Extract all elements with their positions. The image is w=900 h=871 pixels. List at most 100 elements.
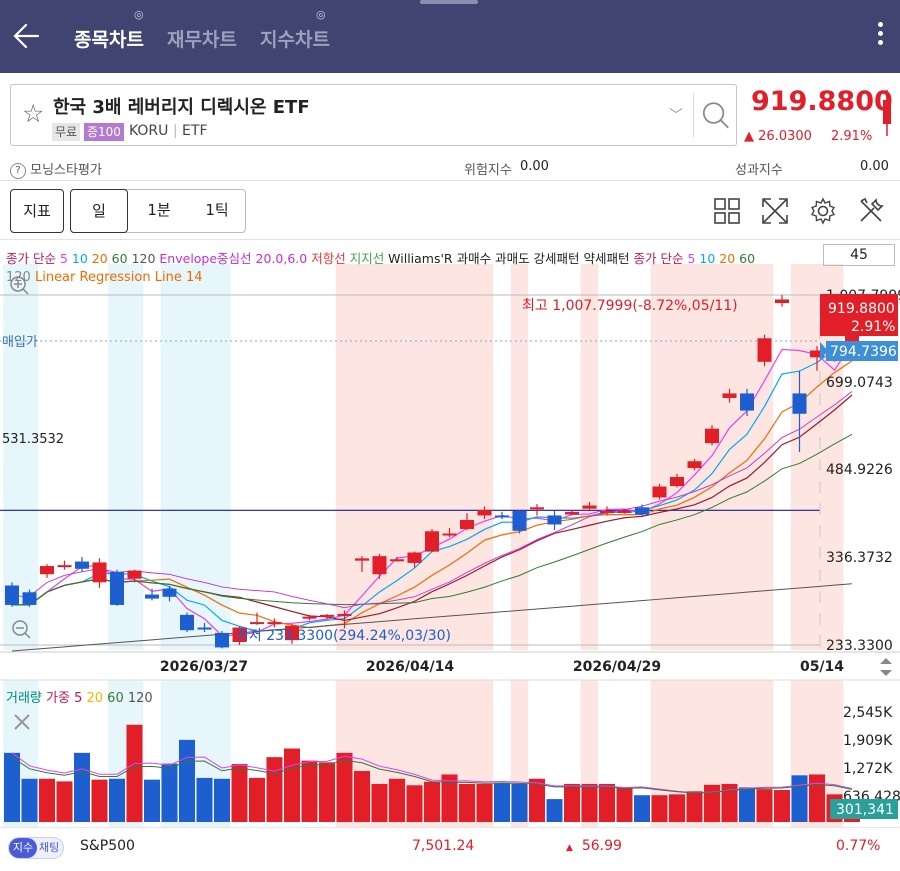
candle-body bbox=[845, 334, 859, 346]
index-pill[interactable]: 지수 bbox=[9, 838, 37, 858]
sync-icon: ◎ bbox=[316, 8, 326, 21]
stock-search-box[interactable]: ☆ 한국 3배 레버리지 디렉시온 ETF 무료 증100 KORU | ETF… bbox=[10, 84, 737, 146]
legend-item: 저항선 bbox=[311, 251, 350, 266]
divider bbox=[0, 180, 900, 181]
volume-ma60-line bbox=[11, 756, 853, 794]
legend-item: 20 bbox=[91, 251, 112, 266]
period-1min[interactable]: 1분 bbox=[147, 201, 171, 219]
volume-bar bbox=[529, 778, 545, 822]
candle-body bbox=[722, 393, 737, 398]
volume-legend-item: 20 bbox=[86, 691, 108, 706]
legend-item: 5 bbox=[687, 251, 700, 266]
mini-candle-icon bbox=[883, 90, 891, 136]
gear-icon[interactable] bbox=[808, 196, 838, 226]
candle-body bbox=[162, 588, 177, 597]
volume-bar bbox=[284, 748, 300, 822]
legend-item: 지지선 bbox=[349, 251, 389, 266]
volume-legend[interactable]: 거래량 가중 5 20 60 120 bbox=[6, 687, 153, 706]
sync-icon: ◎ bbox=[134, 8, 144, 21]
candle-body bbox=[495, 515, 509, 518]
candle-body bbox=[705, 428, 719, 444]
highlight-band bbox=[580, 264, 599, 650]
close-icon[interactable] bbox=[12, 712, 32, 732]
tab-financial-chart[interactable]: 재무차트 bbox=[167, 29, 237, 51]
y-axis-label: 233.3300 bbox=[826, 638, 893, 654]
search-icon[interactable] bbox=[693, 93, 737, 137]
count-input[interactable]: 45 bbox=[823, 244, 895, 266]
volume-bar bbox=[756, 789, 773, 822]
tag-arrow bbox=[820, 342, 828, 360]
zoom-in-icon[interactable] bbox=[8, 274, 30, 296]
chevron-down-icon[interactable]: ﹀ bbox=[669, 108, 683, 124]
index-change: ▲ 56.99 bbox=[566, 838, 622, 854]
chat-pill[interactable]: 채팅 bbox=[39, 841, 60, 854]
highlight-band bbox=[160, 264, 231, 650]
candle-body bbox=[582, 505, 597, 509]
scroll-updown-icon[interactable] bbox=[877, 656, 895, 678]
candle-body bbox=[547, 515, 562, 525]
legend-item: 5 bbox=[59, 251, 72, 266]
volume-bar bbox=[424, 781, 440, 822]
highlight-band bbox=[335, 264, 494, 650]
regression-legend[interactable]: 120 Linear Regression Line 14 bbox=[6, 270, 203, 285]
candle-body bbox=[565, 511, 579, 515]
more-menu-icon[interactable] bbox=[872, 22, 888, 52]
volume-bar bbox=[686, 791, 703, 822]
margin-badge: 증100 bbox=[84, 123, 124, 141]
period-1tick[interactable]: 1틱 bbox=[205, 201, 229, 219]
tab-index-chart[interactable]: ◎ 지수차트 bbox=[260, 8, 330, 51]
volume-current-tag-value: 301,341 bbox=[836, 802, 894, 818]
volume-bar bbox=[634, 795, 650, 822]
volume-bar bbox=[214, 778, 230, 822]
risk-value: 0.00 bbox=[520, 159, 549, 174]
candle-body bbox=[197, 627, 212, 630]
candle-body bbox=[530, 507, 544, 510]
y-axis-label: 484.9226 bbox=[826, 462, 893, 478]
index-change-pct: 0.77% bbox=[836, 838, 881, 854]
volume-bar bbox=[406, 785, 423, 822]
volume-bar bbox=[144, 779, 160, 822]
zoom-out-icon[interactable] bbox=[10, 618, 32, 640]
drag-handle[interactable] bbox=[420, 0, 478, 4]
ma120-line bbox=[11, 583, 853, 652]
high-annotation: 최고 1,007.7999(-8.72%,05/11) bbox=[522, 298, 738, 314]
tools-icon[interactable] bbox=[856, 196, 886, 226]
layout-grid-icon[interactable] bbox=[712, 196, 742, 226]
volume-legend-item: 거래량 bbox=[6, 691, 47, 706]
period-day[interactable]: 일 bbox=[70, 189, 128, 233]
indicator-button[interactable]: 지표 bbox=[10, 189, 64, 233]
y-axis-label: 699.0743 bbox=[826, 375, 893, 391]
morningstar-rating[interactable]: ? 모닝스타평가 bbox=[10, 159, 102, 179]
avg-price-tag bbox=[826, 341, 898, 361]
candle-body bbox=[617, 510, 632, 513]
index-ticker-bar[interactable]: 지수 채팅 S&P500 7,501.24 ▲ 56.99 0.77% bbox=[0, 827, 900, 871]
expand-icon[interactable] bbox=[760, 196, 790, 226]
stock-name: 한국 3배 레버리지 디렉시온 ETF bbox=[53, 97, 310, 118]
volume-bar bbox=[371, 783, 388, 822]
price-change-value: 26.0300 bbox=[758, 129, 812, 144]
morningstar-label: 모닝스타평가 bbox=[30, 163, 102, 178]
risk-label: 위험지수 bbox=[464, 163, 512, 178]
top-app-bar: ◎ 종목차트 재무차트 ◎ 지수차트 bbox=[0, 0, 900, 73]
volume-bar bbox=[231, 764, 248, 822]
volume-current-tag bbox=[830, 799, 898, 819]
index-name: S&P500 bbox=[80, 838, 135, 854]
candle-body bbox=[302, 616, 317, 619]
candle-body bbox=[810, 350, 824, 358]
help-icon: ? bbox=[10, 162, 26, 179]
index-chat-toggle[interactable]: 지수 채팅 bbox=[8, 837, 64, 859]
legend-item: 종가 단순 bbox=[6, 251, 60, 266]
candle-body bbox=[740, 393, 754, 411]
back-arrow-icon[interactable] bbox=[12, 18, 42, 54]
price-chart[interactable]: 1,007.7999699.0743484.9226336.3732233.33… bbox=[0, 238, 900, 828]
legend-item: 10 bbox=[71, 251, 92, 266]
legend-item: Williams'R 과매수 과매도 강세패턴 약세패턴 bbox=[388, 251, 634, 266]
ma60-line bbox=[12, 433, 853, 606]
tab-stock-chart[interactable]: ◎ 종목차트 bbox=[74, 8, 144, 51]
ticker-symbol: KORU bbox=[129, 123, 169, 139]
candle-body bbox=[145, 594, 159, 599]
candle-body bbox=[670, 477, 684, 487]
candle-body bbox=[75, 561, 89, 569]
indicator-legend[interactable]: 종가 단순 5 10 20 60 120 Envelope중심선 20.0,6.… bbox=[6, 248, 755, 267]
favorite-star-icon[interactable]: ☆ bbox=[22, 99, 45, 128]
